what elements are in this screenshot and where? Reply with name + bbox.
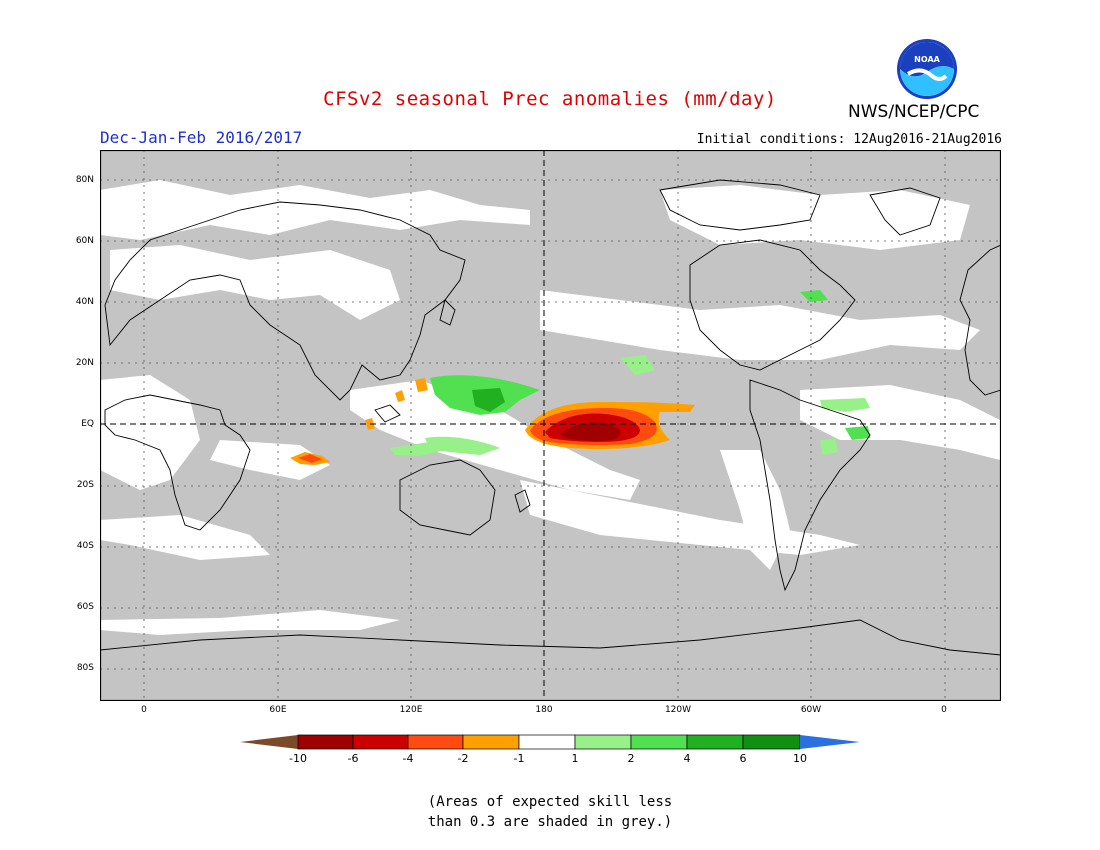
colorbar-label: 2	[627, 752, 635, 765]
lon-label-180: 180	[535, 705, 553, 715]
white-low-anomaly-regions	[100, 180, 1000, 635]
precip-anomaly-map	[100, 150, 1001, 701]
svg-text:NOAA: NOAA	[914, 55, 940, 64]
skill-note-line1: (Areas of expected skill less	[427, 794, 673, 810]
colorbar-segment-p2-p4	[630, 734, 688, 750]
colorbar-segment-n6-n4	[352, 734, 409, 750]
colorbar-segment-n10-n6	[297, 734, 354, 750]
noaa-logo: NOAA	[897, 39, 957, 99]
lon-label-60w: 60W	[800, 705, 822, 715]
colorbar-segment-p4-p6	[686, 734, 744, 750]
colorbar-label: -4	[402, 752, 414, 765]
season-label: Dec-Jan-Feb 2016/2017	[100, 128, 303, 147]
agency-label: NWS/NCEP/CPC	[848, 102, 980, 122]
lat-label-60n: 60N	[75, 236, 94, 246]
chart-title: CFSv2 seasonal Prec anomalies (mm/day)	[323, 88, 777, 110]
colorbar-segment-n1-p1	[518, 734, 576, 750]
skill-note-line2: than 0.3 are shaded in grey.)	[427, 814, 673, 830]
colorbar	[240, 734, 860, 750]
colorbar-label: 10	[793, 752, 807, 765]
lat-label-eq: EQ	[81, 419, 94, 429]
equator-dateline	[100, 150, 1001, 701]
colorbar-label: -6	[347, 752, 359, 765]
lat-label-20s: 20S	[76, 480, 94, 490]
colorbar-label: 6	[739, 752, 747, 765]
dry-anomaly-regions	[290, 378, 695, 465]
colorbar-segment-n4-n2	[407, 734, 464, 750]
initial-conditions: Initial conditions: 12Aug2016-21Aug2016	[696, 132, 1002, 147]
colorbar-label: 4	[683, 752, 691, 765]
colorbar-label: -2	[457, 752, 469, 765]
grid-lines	[100, 150, 1001, 701]
colorbar-label: -1	[513, 752, 525, 765]
lat-label-80n: 80N	[75, 175, 94, 185]
lon-label-60e: 60E	[269, 705, 287, 715]
wet-anomaly-regions	[390, 290, 870, 456]
colorbar-segment-gt-10	[800, 735, 860, 749]
lat-label-60s: 60S	[76, 602, 94, 612]
lon-label-120e: 120E	[399, 705, 423, 715]
skill-note: (Areas of expected skill less than 0.3 a…	[0, 792, 1100, 832]
lon-label-0-east: 0	[941, 705, 947, 715]
lat-label-20n: 20N	[75, 358, 94, 368]
colorbar-segment-p6-p10	[742, 734, 801, 750]
colorbar-segment-n2-n1	[462, 734, 520, 750]
lon-label-0: 0	[141, 705, 147, 715]
lat-label-40s: 40S	[76, 541, 94, 551]
colorbar-label: 1	[571, 752, 579, 765]
lon-label-120w: 120W	[664, 705, 692, 715]
colorbar-segment-lt-10	[240, 735, 298, 749]
coastlines	[100, 179, 1001, 656]
colorbar-label: -10	[289, 752, 307, 765]
lat-label-80s: 80S	[76, 663, 94, 673]
colorbar-segment-p1-p2	[574, 734, 632, 750]
lat-label-40n: 40N	[75, 297, 94, 307]
